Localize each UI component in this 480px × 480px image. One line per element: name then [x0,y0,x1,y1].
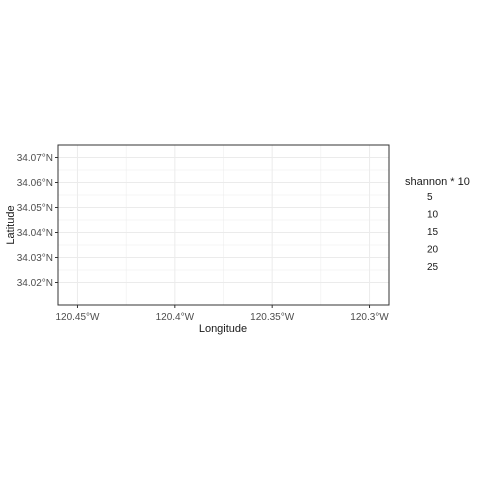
legend-key [414,195,416,198]
x-axis-title: Longitude [199,323,247,335]
y-tick-label: 34.05°N [17,203,53,214]
legend-label: 25 [427,262,439,273]
x-tick-label: 120.3°W [350,312,389,323]
legend-label: 5 [427,192,433,203]
y-tick-label: 34.02°N [17,278,53,289]
legend: shannon * 10 5 10 15 20 25 [405,176,470,273]
legend-title: shannon * 10 [405,176,470,188]
y-tick-label: 34.04°N [17,228,53,239]
y-tick-label: 34.03°N [17,253,53,264]
legend-key [414,213,416,215]
y-tick-label: 34.06°N [17,178,53,189]
legend-label: 15 [427,227,439,238]
y-axis-title: Latitude [5,205,17,244]
x-tick-label: 120.4°W [156,312,195,323]
y-tick-label: 34.07°N [17,153,53,164]
grid-lines [58,145,389,305]
legend-key [414,248,416,250]
panel-border [57,144,390,306]
legend-label: 20 [427,245,439,256]
legend-key [414,230,416,233]
x-axis: 120.45°W 120.4°W 120.35°W 120.3°W [55,305,389,323]
legend-key [414,265,416,268]
legend-label: 10 [427,210,439,221]
y-axis: 34.02°N 34.03°N 34.04°N 34.05°N 34.06°N 34.07… [17,153,58,289]
x-tick-label: 120.35°W [250,312,295,323]
x-tick-label: 120.45°W [55,312,100,323]
legend-entries: 5 10 15 20 25 [414,192,439,273]
